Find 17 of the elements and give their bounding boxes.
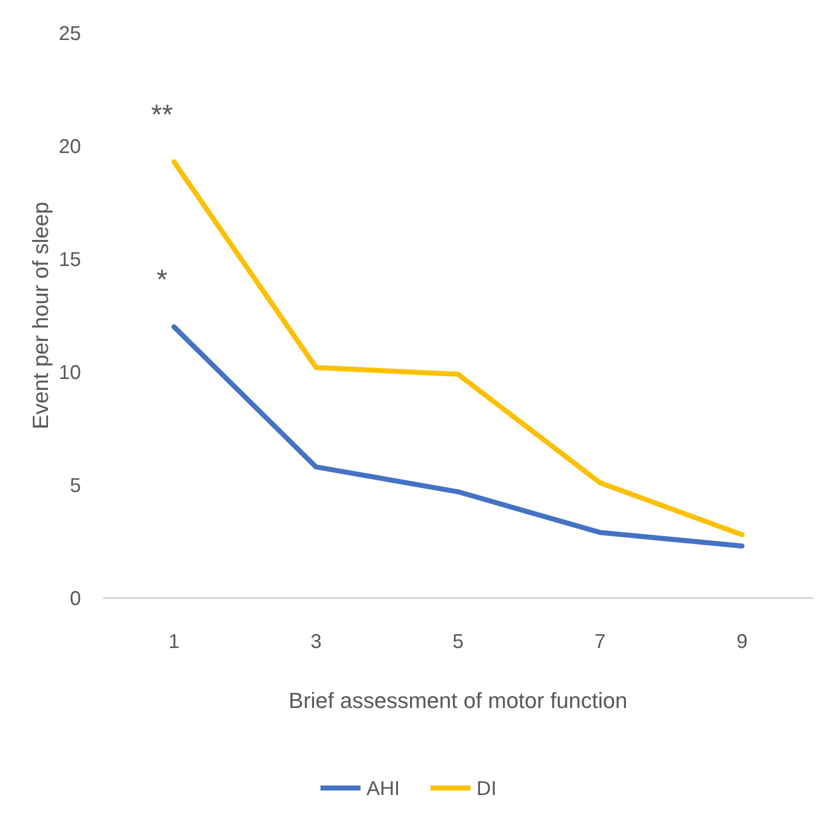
y-axis-title: Event per hour of sleep	[28, 202, 53, 430]
annotation: **	[151, 98, 173, 130]
x-axis-title: Brief assessment of motor function	[288, 688, 628, 713]
y-tick-label: 5	[70, 475, 81, 497]
y-tick-label: 15	[58, 249, 81, 271]
x-tick-label: 3	[310, 631, 322, 653]
legend-label: DI	[476, 778, 496, 800]
annotation: *	[156, 264, 168, 295]
x-tick-label: 1	[168, 631, 180, 653]
y-tick-label: 25	[58, 23, 81, 45]
y-tick-label: 20	[58, 136, 81, 158]
legend-label: AHI	[366, 778, 400, 800]
x-tick-label: 5	[452, 631, 464, 653]
x-tick-label: 7	[594, 631, 606, 653]
y-tick-label: 10	[58, 362, 81, 384]
x-tick-label: 9	[736, 631, 748, 653]
y-tick-label: 0	[70, 588, 81, 610]
